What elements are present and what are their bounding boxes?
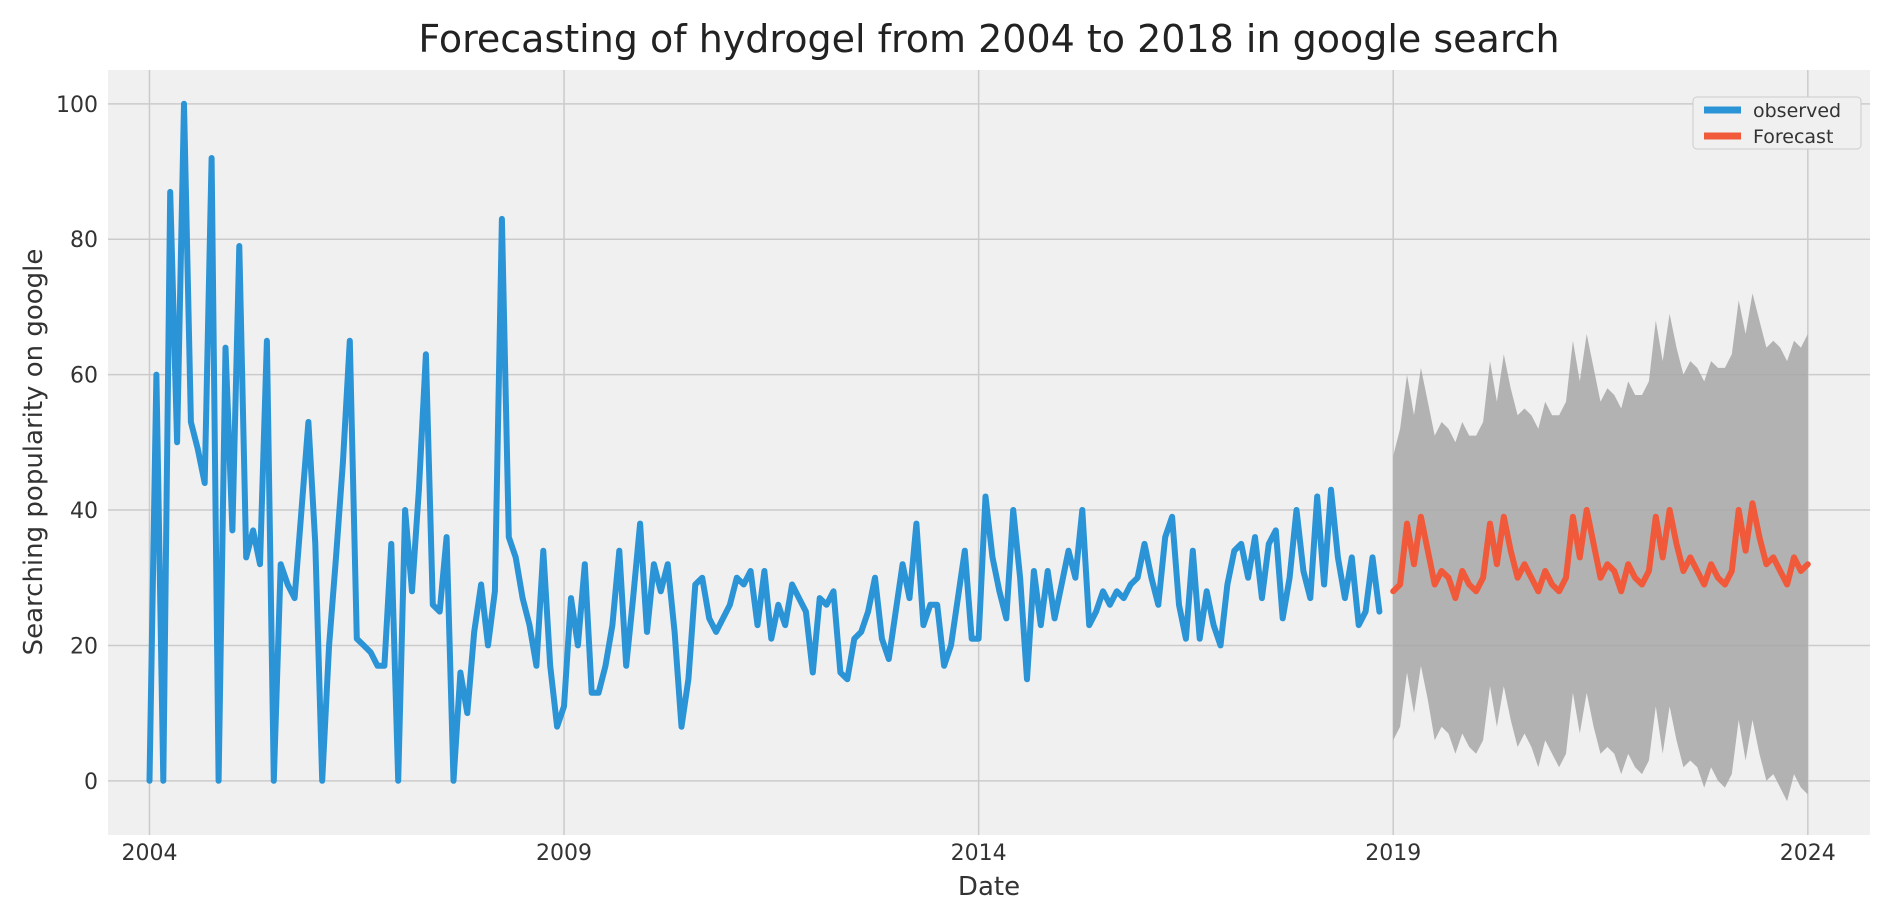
y-tick-label: 60 xyxy=(70,364,98,389)
legend-label-forecast: Forecast xyxy=(1753,126,1833,148)
confidence-band-group xyxy=(1393,293,1808,802)
x-tick-label: 2009 xyxy=(536,841,592,866)
forecast-line xyxy=(1390,500,1811,602)
y-tick-label: 20 xyxy=(70,634,98,659)
legend-label-observed: observed xyxy=(1753,100,1841,122)
axis-ticks: 2004 2009 2014 2019 2024 0 20 40 60 80 100 xyxy=(56,93,1836,866)
x-tick-label: 2019 xyxy=(1365,841,1421,866)
x-tick-label: 2014 xyxy=(951,841,1007,866)
y-tick-label: 40 xyxy=(70,499,98,524)
y-axis-label: Searching popularity on google xyxy=(19,249,49,656)
legend: observed Forecast xyxy=(1692,96,1862,150)
confidence-band xyxy=(1393,293,1808,802)
observed-line xyxy=(146,100,1383,784)
y-tick-label: 100 xyxy=(56,93,98,118)
x-tick-label: 2004 xyxy=(121,841,177,866)
y-tick-label: 0 xyxy=(84,770,98,795)
x-tick-label: 2024 xyxy=(1780,841,1836,866)
x-axis-label: Date xyxy=(958,872,1020,902)
y-tick-label: 80 xyxy=(70,228,98,253)
series-lines xyxy=(146,100,1811,784)
chart-title: Forecasting of hydrogel from 2004 to 201… xyxy=(418,17,1559,61)
